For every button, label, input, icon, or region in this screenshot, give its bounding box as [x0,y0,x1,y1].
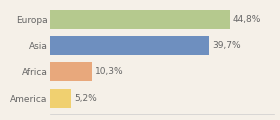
Bar [50,89,71,108]
Bar [50,36,209,55]
Text: 10,3%: 10,3% [95,67,123,76]
Text: 5,2%: 5,2% [74,94,97,103]
Text: 39,7%: 39,7% [213,41,241,50]
Bar [50,63,92,81]
Text: 44,8%: 44,8% [233,15,261,24]
Bar [50,10,230,29]
